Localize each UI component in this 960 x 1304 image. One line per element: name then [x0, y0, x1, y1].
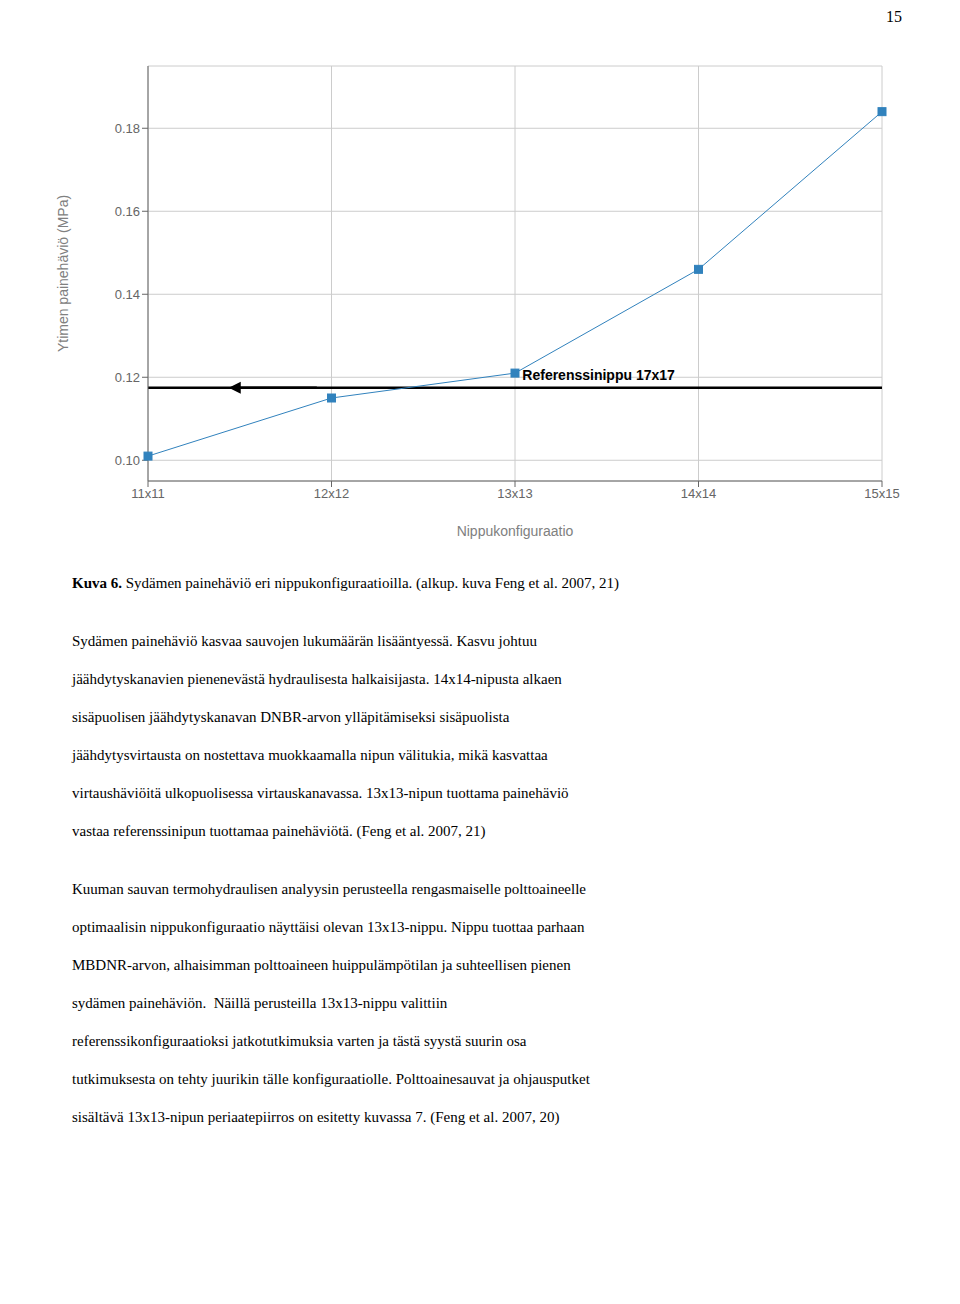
- svg-text:0.10: 0.10: [115, 453, 140, 468]
- svg-text:13x13: 13x13: [497, 486, 532, 501]
- html-text:Kuuman sauvan termohydraulisen: Kuuman sauvan termohydraulisen analyysin…: [72, 881, 586, 897]
- html-text:virtaushäviöitä ulkopuolisessa: virtaushäviöitä ulkopuolisessa virtauska…: [72, 785, 569, 801]
- svg-text:0.14: 0.14: [115, 287, 140, 302]
- html-text:Kuva 6. Sydämen painehäviö eri: Kuva 6. Sydämen painehäviö eri nippukonf…: [72, 575, 619, 591]
- svg-text:0.16: 0.16: [115, 204, 140, 219]
- svg-text:Ytimen painehäviö (MPa): Ytimen painehäviö (MPa): [55, 195, 71, 352]
- html-text:tutkimuksesta on tehty juuriki: tutkimuksesta on tehty juurikin tälle ko…: [72, 1071, 590, 1087]
- html-text:referenssikonfiguraatioksi jat: referenssikonfiguraatioksi jatkotutkimuk…: [72, 1033, 527, 1049]
- html-text:MBDNR-arvon, alhaisimman poltt: MBDNR-arvon, alhaisimman polttoaineen hu…: [72, 957, 571, 973]
- svg-text:15x15: 15x15: [864, 486, 899, 501]
- svg-text:14x14: 14x14: [681, 486, 716, 501]
- html-text:vastaa referenssinipun tuottam: vastaa referenssinipun tuottamaa painehä…: [72, 823, 486, 839]
- svg-text:11x11: 11x11: [131, 486, 165, 501]
- svg-text:Nippukonfiguraatio: Nippukonfiguraatio: [457, 523, 574, 539]
- svg-text:0.18: 0.18: [115, 121, 140, 136]
- html-text:jäähdytyskanavien pienenevästä: jäähdytyskanavien pienenevästä hydraulis…: [72, 671, 562, 687]
- html-text:sisältävä 13x13-nipun periaate: sisältävä 13x13-nipun periaatepiirros on…: [72, 1109, 560, 1125]
- svg-text:0.12: 0.12: [115, 370, 140, 385]
- svg-text:Referenssinippu 17x17: Referenssinippu 17x17: [522, 367, 675, 383]
- html-text:jäähdytysvirtausta on nostetta: jäähdytysvirtausta on nostettava muokkaa…: [72, 747, 548, 763]
- html-text:15: 15: [886, 8, 902, 25]
- html-text:sisäpuolisen jäähdytyskanavan: sisäpuolisen jäähdytyskanavan DNBR-arvon…: [72, 709, 510, 725]
- svg-text:12x12: 12x12: [314, 486, 349, 501]
- html-text:Sydämen painehäviö kasvaa sauv: Sydämen painehäviö kasvaa sauvojen lukum…: [72, 633, 537, 649]
- html-text:optimaalisin nippukonfiguraati: optimaalisin nippukonfiguraatio näyttäis…: [72, 919, 585, 935]
- html-text:sydämen painehäviön. Näillä pe: sydämen painehäviön. Näillä perusteilla …: [72, 995, 448, 1011]
